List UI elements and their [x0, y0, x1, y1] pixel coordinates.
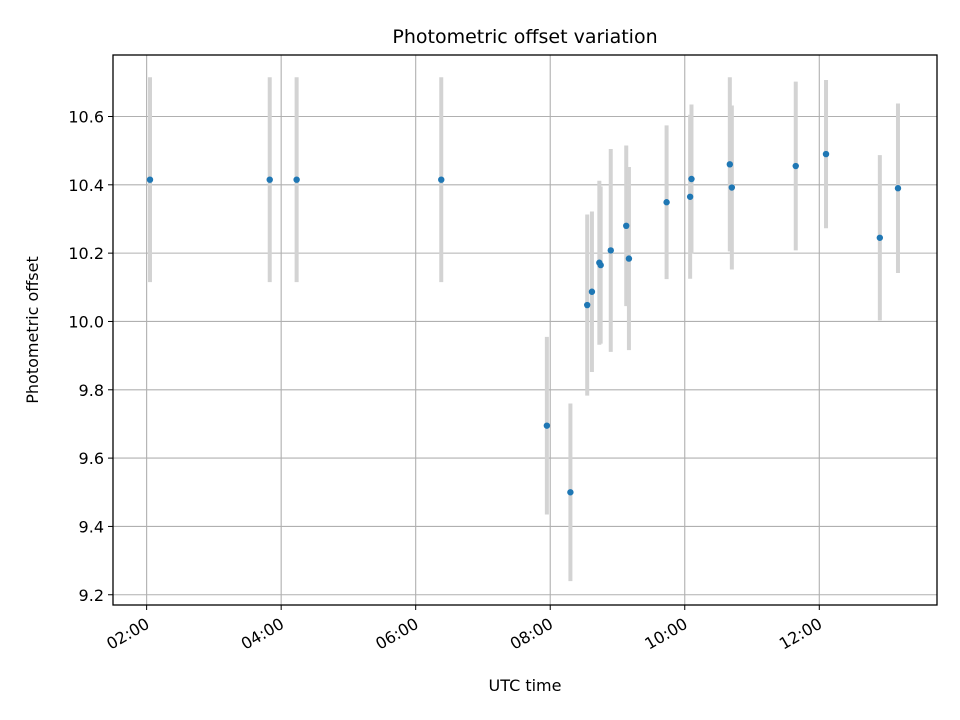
data-point [686, 193, 694, 200]
y-axis-ticks: 9.2 9.4 9.6 9.8 10.0 10.2 10.4 10.6 [68, 107, 113, 605]
y-tick-label: 9.4 [79, 517, 104, 536]
x-tick-label: 10:00 [641, 614, 690, 654]
data-point [567, 489, 574, 496]
data-point [663, 199, 670, 206]
x-tick-label: 12:00 [776, 614, 825, 654]
data-point [266, 176, 273, 183]
data-point [876, 234, 884, 241]
x-axis-ticks: 02:00 04:00 06:00 08:00 10:00 12:00 [103, 605, 825, 654]
data-point [584, 301, 591, 309]
data-point [894, 185, 902, 192]
x-axis-label: UTC time [489, 676, 562, 695]
y-tick-label: 10.6 [68, 107, 104, 126]
data-point [597, 261, 604, 269]
chart-title: Photometric offset variation [392, 26, 657, 48]
x-tick-label: 08:00 [507, 614, 556, 654]
data-point [438, 176, 445, 183]
data-point [623, 222, 630, 230]
data-point [625, 255, 633, 262]
data-point [688, 175, 695, 183]
data-point [822, 150, 830, 158]
x-tick-label: 06:00 [372, 614, 421, 654]
x-tick-label: 04:00 [238, 614, 287, 654]
data-point [543, 422, 551, 429]
y-tick-label: 9.8 [79, 381, 104, 400]
data-point [607, 247, 614, 254]
data-point [293, 176, 300, 183]
plot-frame [112, 54, 938, 606]
error-bars [147, 77, 900, 582]
data-point [588, 288, 596, 295]
data-point [146, 176, 154, 183]
grid-lines [113, 55, 937, 605]
y-tick-label: 10.0 [68, 312, 104, 331]
y-axis-label: Photometric offset [23, 256, 42, 404]
x-tick-label: 02:00 [103, 614, 152, 654]
data-point [726, 161, 734, 168]
y-tick-label: 10.4 [68, 176, 104, 195]
data-point [792, 162, 799, 170]
y-tick-label: 9.6 [79, 449, 104, 468]
y-tick-label: 10.2 [68, 244, 104, 263]
data-point [728, 184, 736, 191]
y-tick-label: 9.2 [79, 586, 104, 605]
data-points [146, 150, 902, 496]
